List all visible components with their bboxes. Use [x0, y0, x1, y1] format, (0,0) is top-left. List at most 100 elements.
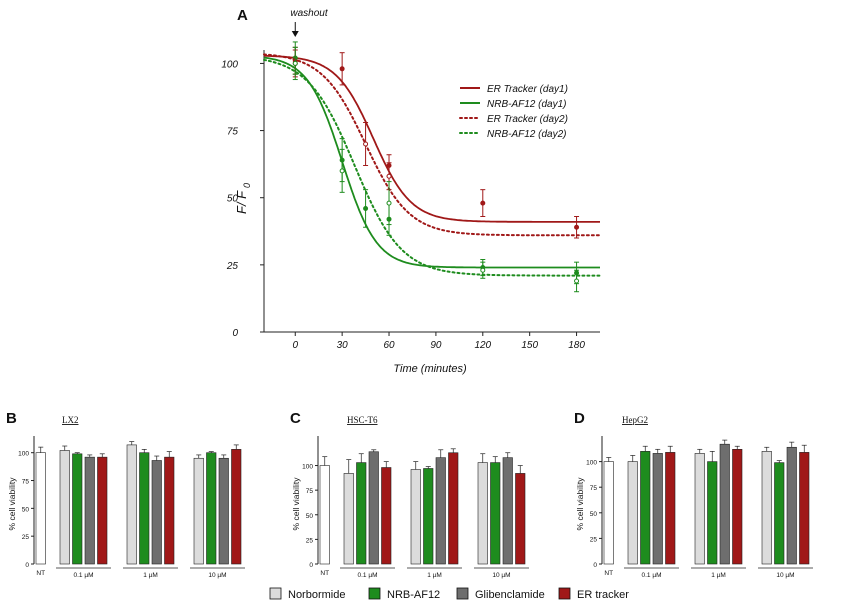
fit-curve-series-2 [263, 53, 601, 237]
bar-axis-ytick-label: 75 [22, 479, 30, 486]
bar-nrb-af12 [774, 462, 785, 565]
panel-a-label: A [237, 7, 248, 24]
panel-d-plot: 0 25 50 75 100 % cell viability NT 0.1 µM 1 µM 10… [575, 436, 813, 579]
axis-a-xtick-label: 150 [521, 340, 538, 351]
legend-a-label: ER Tracker (day2) [487, 114, 568, 125]
bar-nt [603, 461, 614, 565]
panel-c-plot: 0 25 50 75 100% cell viability NT 0.1 µM 1 µM 10… [291, 436, 529, 579]
bar-axis-ytick-label: 100 [302, 464, 313, 471]
bar-glibenclamide [652, 453, 663, 565]
bar-nrb-af12 [707, 461, 718, 565]
group-label: 1 µM [711, 572, 726, 579]
bar-er-tracker [665, 452, 676, 565]
panel-d-label: D [574, 410, 585, 427]
bar-legend: Norbormide NRB-AF12 Glibenclamide ER tra… [269, 587, 629, 601]
group-label: 0.1 µM [357, 572, 377, 579]
group-label: 0.1 µM [641, 572, 661, 579]
bar-glibenclamide [435, 457, 446, 565]
bar-er-tracker [164, 456, 175, 565]
bar-glibenclamide [719, 443, 730, 565]
bar-norbormide [477, 462, 488, 565]
bar-nrb-af12 [423, 468, 434, 565]
panel-a-plot: 0 25 50 75 100 0 30 60 90 120 150 180 [221, 22, 601, 351]
bar-glibenclamide [786, 446, 797, 565]
bar-norbormide [193, 457, 204, 565]
axis-a-xtick-label: 120 [474, 340, 491, 351]
group-label: 1 µM [143, 572, 158, 579]
bar-axis-ytick-label: 75 [306, 488, 314, 495]
legend-swatch-norbormide [269, 587, 282, 600]
panel-b-plot: 0 25 50 75 100 % cell viability NT 0.1 µM 1 µM 10… [7, 436, 245, 579]
axis-a-ylabel-group: F/ F 0 [234, 183, 252, 214]
bar-er-tracker [799, 452, 810, 565]
data-point [363, 205, 369, 211]
bar-nt-label: NT [320, 570, 329, 577]
legend-label-glibenclamide: Glibenclamide [475, 589, 545, 601]
bar-nrb-af12 [72, 453, 83, 565]
bar-axis-ylabel: % cell viability [291, 477, 301, 531]
bar-nrb-af12 [206, 452, 217, 565]
bar-axis-ylabel: % cell viability [575, 477, 585, 531]
axis-a-xtick-label: 60 [383, 340, 395, 351]
bar-axis-ytick-label: 0 [593, 562, 597, 569]
bar-axis-ytick-label: 50 [590, 511, 598, 518]
panel-a-legend: ER Tracker (day1) NRB-AF12 (day1) ER Track… [459, 84, 568, 140]
data-point [339, 66, 345, 72]
legend-a-label: NRB-AF12 (day1) [487, 99, 566, 110]
washout-annotation: washout [290, 8, 328, 19]
data-point [339, 168, 345, 174]
axis-a-xtick-label: 90 [430, 340, 442, 351]
bar-norbormide [410, 469, 421, 565]
panel-b-label: B [6, 410, 17, 427]
bar-norbormide [343, 473, 354, 565]
bar-er-tracker [515, 473, 526, 565]
bar-nrb-af12 [139, 452, 150, 565]
legend-a-label: ER Tracker (day1) [487, 84, 568, 95]
bar-glibenclamide [368, 451, 379, 565]
bar-nrb-af12 [490, 462, 501, 565]
bar-glibenclamide [84, 456, 95, 565]
panel-c-title: HSC-T6 [347, 415, 378, 425]
axis-a-xtick-label: 180 [568, 340, 585, 351]
bar-norbormide [761, 451, 772, 565]
axis-a-ytick-label: 50 [227, 194, 239, 205]
bar-nrb-af12 [640, 451, 651, 565]
bar-er-tracker [448, 452, 459, 565]
bar-glibenclamide [151, 460, 162, 565]
bar-nt [319, 465, 330, 565]
bar-axis-ytick-label: 50 [22, 506, 30, 513]
group-label: 10 µM [208, 572, 226, 579]
axis-a-ytick-label: 75 [227, 127, 239, 138]
legend-a-label: NRB-AF12 (day2) [487, 129, 566, 140]
panel-c-label: C [290, 410, 301, 427]
legend-label-norbormide: Norbormide [288, 589, 345, 601]
bar-axis-ytick-label: 0 [25, 562, 29, 569]
group-label: 10 µM [492, 572, 510, 579]
bar-axis-ytick-label: 0 [309, 562, 313, 569]
bar-axis-ytick-label: 75 [590, 485, 598, 492]
bar-er-tracker [381, 467, 392, 565]
panel-b-title: LX2 [62, 415, 79, 425]
data-point [480, 200, 486, 206]
axis-a-xtick-label: 0 [292, 340, 298, 351]
bar-axis-ylabel: % cell viability [7, 477, 17, 531]
group-label: 0.1 µM [73, 572, 93, 579]
axis-a-ytick-label: 25 [226, 261, 239, 272]
bar-axis-ytick-label: 100 [586, 460, 597, 467]
bar-er-tracker [231, 449, 242, 565]
data-point [292, 60, 298, 66]
bar-axis-ytick-label: 25 [590, 536, 598, 543]
bar-axis-ytick-label: 25 [22, 534, 30, 541]
data-point [363, 141, 369, 147]
washout-arrow-head [291, 31, 299, 37]
bar-er-tracker [732, 449, 743, 565]
axis-a-xtick-label: 30 [337, 340, 349, 351]
group-label: 1 µM [427, 572, 442, 579]
legend-swatch-er-tracker [558, 587, 571, 600]
axis-a-ytick-label: 100 [221, 59, 238, 70]
axis-a-ylabel: F/ F [234, 190, 249, 214]
bar-axis-ytick-label: 100 [18, 451, 29, 458]
data-point [386, 173, 392, 179]
bar-nt [35, 452, 46, 565]
